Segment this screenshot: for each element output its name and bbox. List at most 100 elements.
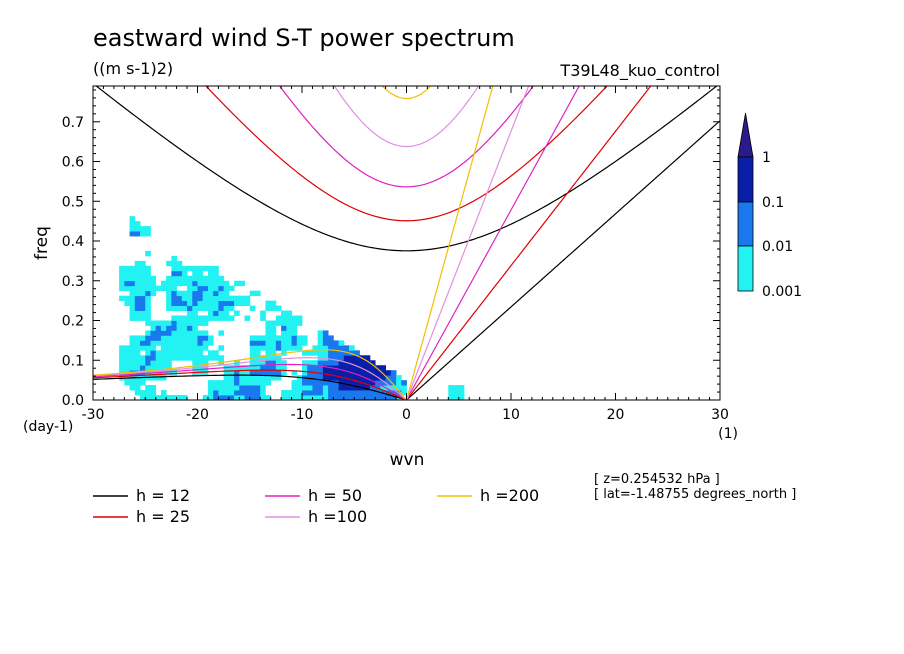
power-cell xyxy=(197,295,204,302)
power-cell xyxy=(140,226,146,232)
power-cell xyxy=(134,390,141,396)
power-cell xyxy=(202,295,209,302)
power-cell xyxy=(349,355,355,361)
power-cell xyxy=(197,300,204,307)
power-cell xyxy=(207,340,214,346)
power-cell xyxy=(281,360,287,366)
power-cell xyxy=(244,295,251,302)
power-cell xyxy=(401,380,407,386)
power-cell xyxy=(213,295,219,302)
power-cell xyxy=(171,300,177,307)
power-cell xyxy=(202,285,209,292)
power-cell xyxy=(275,335,282,341)
power-cell xyxy=(124,360,130,366)
power-cell xyxy=(317,375,324,381)
rossby-wave-curve xyxy=(93,357,407,400)
power-cell xyxy=(218,305,225,311)
power-cell xyxy=(140,275,146,282)
power-cell xyxy=(223,310,230,316)
power-cell xyxy=(145,340,151,346)
power-cell xyxy=(171,260,177,267)
power-cell xyxy=(119,265,125,272)
power-cell xyxy=(129,380,136,386)
power-cell xyxy=(338,340,345,346)
power-cell xyxy=(302,360,308,366)
power-cell xyxy=(369,375,376,381)
power-cell xyxy=(140,360,146,366)
power-cell xyxy=(187,310,193,316)
power-cell xyxy=(312,380,319,386)
power-cell xyxy=(187,355,193,361)
x-tick-label: -10 xyxy=(291,407,314,423)
power-cell xyxy=(192,285,198,292)
power-cell xyxy=(134,265,141,272)
power-cell xyxy=(145,350,151,356)
power-cell xyxy=(129,221,136,227)
power-cell xyxy=(244,385,251,391)
power-cell xyxy=(129,315,136,321)
power-cell xyxy=(328,385,334,391)
kelvin-wave-curve xyxy=(406,120,720,400)
power-cell xyxy=(307,360,313,366)
power-cell xyxy=(234,310,240,316)
power-cell xyxy=(359,375,366,381)
power-cell xyxy=(343,345,350,351)
power-cell xyxy=(385,380,392,386)
power-cell xyxy=(176,260,183,267)
power-cell xyxy=(312,390,319,396)
power-cell xyxy=(354,355,360,361)
x-axis-unit: (1) xyxy=(718,426,738,442)
power-cell xyxy=(202,300,209,307)
power-cell xyxy=(145,270,151,277)
x-tick-label: 10 xyxy=(502,407,520,423)
power-cell xyxy=(213,275,219,282)
power-cell xyxy=(166,370,172,376)
power-cell xyxy=(333,340,339,346)
power-cell xyxy=(275,345,282,351)
power-cell xyxy=(134,305,141,311)
power-cell xyxy=(160,330,167,336)
power-cell xyxy=(134,350,141,356)
power-cell xyxy=(291,330,298,336)
power-cell xyxy=(390,385,397,391)
power-cell xyxy=(150,340,157,346)
power-cell xyxy=(176,330,183,336)
power-cell xyxy=(359,395,366,400)
power-cell xyxy=(380,395,386,400)
power-cell xyxy=(155,360,162,366)
power-cell xyxy=(166,280,172,287)
power-cell xyxy=(176,295,183,302)
power-cell xyxy=(181,315,188,321)
power-cell xyxy=(129,335,136,341)
power-cell xyxy=(150,365,157,371)
power-cell xyxy=(202,305,209,311)
power-cell xyxy=(234,365,240,371)
power-cell xyxy=(302,365,308,371)
power-cell xyxy=(228,295,235,302)
power-cell xyxy=(129,216,136,222)
power-cell xyxy=(223,385,230,391)
power-cell xyxy=(160,280,167,287)
power-cell xyxy=(234,300,240,307)
power-cell xyxy=(281,365,287,371)
power-cell xyxy=(176,335,183,341)
power-cell xyxy=(213,265,219,272)
power-cell xyxy=(364,380,371,386)
power-cell xyxy=(171,255,177,262)
power-cell xyxy=(354,385,360,391)
power-cell xyxy=(129,350,136,356)
power-cell xyxy=(249,385,256,391)
power-cell xyxy=(396,380,402,386)
power-cell xyxy=(234,395,240,400)
power-cell xyxy=(181,270,188,277)
power-cell xyxy=(150,290,157,297)
power-cell xyxy=(187,345,193,351)
legend-label: h = 25 xyxy=(136,507,190,526)
power-cell xyxy=(192,325,198,331)
power-cell xyxy=(260,355,266,361)
power-cell xyxy=(260,345,266,351)
power-cell xyxy=(375,365,381,371)
power-cell xyxy=(181,325,188,331)
power-cell xyxy=(338,365,345,371)
power-cell xyxy=(349,390,355,396)
